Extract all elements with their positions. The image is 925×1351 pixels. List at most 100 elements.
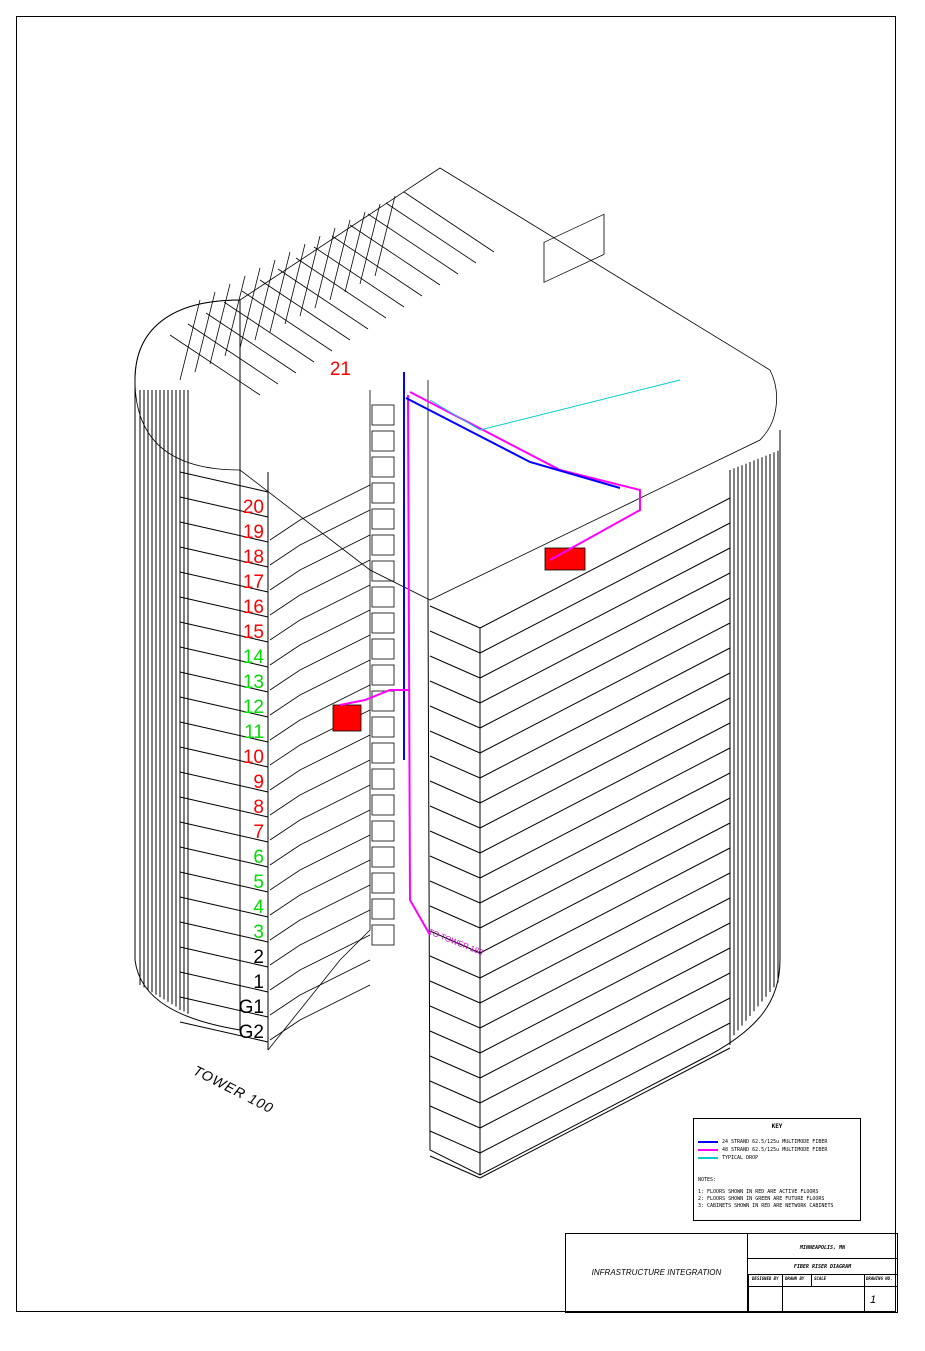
partition-line: [329, 219, 351, 301]
stair-flight: [269, 709, 371, 766]
stair-flight: [269, 609, 371, 666]
sheet-border: [16, 16, 896, 1312]
cutaway-edge: [267, 390, 371, 1051]
stair-flight: [269, 859, 371, 916]
floor-line: [479, 722, 731, 854]
partition-line: [223, 301, 315, 363]
floor-label: 15: [242, 622, 264, 643]
core-shaft-floor: [371, 794, 395, 816]
floor-line: [429, 905, 481, 929]
legend-item-48-strand: 48 STRAND 62.5/125u MULTIMODE FIBER: [698, 1147, 827, 1153]
floor-line: [429, 830, 481, 854]
fiber-24-strand: [405, 397, 621, 489]
partition-line: [194, 291, 216, 373]
core-shaft-floor: [371, 664, 395, 686]
legend-swatch: [698, 1141, 718, 1143]
core-shaft-floor: [371, 456, 395, 478]
floor-label: 12: [242, 697, 264, 718]
partition-line: [374, 195, 396, 277]
stair-flight: [269, 634, 371, 691]
floor-line: [479, 672, 731, 804]
company-name: INFRASTRUCTURE INTEGRATION: [591, 1268, 722, 1278]
title-block-divider: [864, 1274, 865, 1312]
floor-line: [479, 622, 731, 754]
floor-line: [429, 955, 481, 979]
building-left-facade: [134, 299, 269, 1050]
partition-line: [367, 213, 459, 275]
stair-flight: [269, 559, 371, 616]
partition-line: [224, 275, 246, 357]
floor-line: [179, 1021, 269, 1043]
partition-line: [359, 203, 381, 285]
floor-line: [479, 972, 731, 1104]
partition-line: [349, 224, 441, 286]
floor-line: [479, 522, 731, 654]
title-block-divider: [748, 1274, 897, 1275]
floor-label: 10: [242, 747, 264, 768]
floor-line: [179, 521, 269, 543]
floor-line: [429, 980, 481, 1004]
floor-line: [479, 647, 731, 779]
partition-line: [314, 227, 336, 309]
core-shaft-floor: [371, 404, 395, 426]
fiber-48-strand: [409, 391, 641, 561]
partition-line: [187, 323, 279, 385]
floor-label: 6: [253, 847, 264, 868]
core-shaft-floor: [371, 586, 395, 608]
stair-flight: [269, 659, 371, 716]
floor-label: 13: [242, 672, 264, 693]
stair-flight: [269, 884, 371, 941]
floor-line: [179, 996, 269, 1018]
partition-line: [179, 299, 201, 381]
floor-line: [479, 822, 731, 954]
floor-line: [479, 947, 731, 1079]
floor-line: [429, 605, 481, 629]
floor-line: [429, 1105, 481, 1129]
legend-swatch: [698, 1149, 718, 1151]
stair-flight: [269, 834, 371, 891]
title-block-divider: [748, 1286, 897, 1287]
floor-label: 4: [253, 897, 264, 918]
sheet-number: 1: [870, 1294, 877, 1306]
title-block-divider: [782, 1274, 783, 1312]
floor-label: 11: [244, 722, 264, 743]
floor-line: [479, 847, 731, 979]
equipment-room: [543, 213, 605, 283]
legend-item-label: 24 STRAND 62.5/125u MULTIMODE FIBER: [722, 1139, 828, 1145]
note-1: 1: FLOORS SHOWN IN RED ARE ACTIVE FLOORS: [698, 1189, 819, 1195]
core-shaft-floor: [371, 768, 395, 790]
stair-flight: [269, 684, 371, 741]
designed-by-cell: DESIGNED BY: [752, 1276, 779, 1281]
legend-swatch: [698, 1157, 718, 1159]
floor-line: [429, 1055, 481, 1079]
legend-item-24-strand: 24 STRAND 62.5/125u MULTIMODE FIBER: [698, 1139, 827, 1145]
stair-flight: [269, 784, 371, 841]
floor-line: [429, 855, 481, 879]
location-text: MINNEAPOLIS, MN: [799, 1245, 846, 1251]
top-floor-outline: [134, 167, 777, 601]
floor-line: [179, 721, 269, 743]
partition-line: [277, 268, 369, 330]
partition-line: [209, 283, 231, 365]
floor-line: [179, 571, 269, 593]
core-shaft-floor: [371, 872, 395, 894]
floor-line: [429, 730, 481, 754]
floor-line: [479, 497, 731, 629]
floor-label: 20: [242, 497, 264, 518]
company-name-cell: INFRASTRUCTURE INTEGRATION: [566, 1234, 748, 1312]
top-floor-label: 21: [329, 359, 351, 380]
floor-label: 1: [253, 972, 264, 993]
floor-line: [179, 471, 269, 493]
floor-line: [179, 746, 269, 768]
typical-drop: [429, 379, 681, 431]
floor-label: 2: [253, 947, 264, 968]
partition-line: [241, 290, 333, 352]
title-block-divider: [748, 1258, 897, 1259]
floor-line: [429, 1005, 481, 1029]
floor-line: [429, 680, 481, 704]
legend-item-drop: TYPICAL DROP: [698, 1155, 758, 1161]
partition-line: [295, 257, 387, 319]
legend-item-label: TYPICAL DROP: [722, 1155, 759, 1161]
floor-line: [429, 705, 481, 729]
